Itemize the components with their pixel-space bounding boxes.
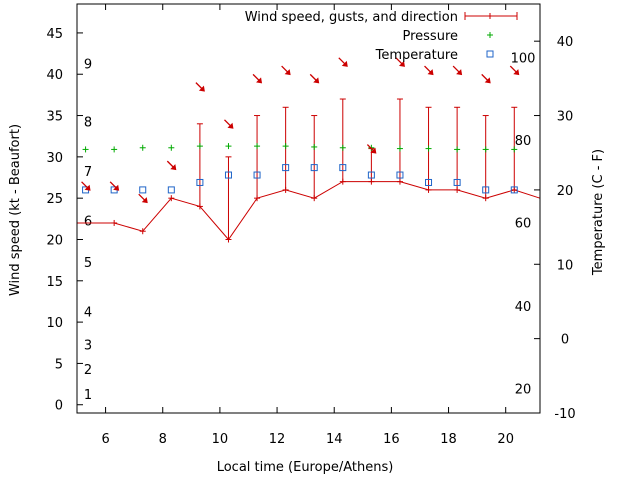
y-axis-left-label: Wind speed (kt - Beaufort) [8, 124, 23, 296]
y-left-tick-label: 35 [46, 110, 63, 125]
wind-direction-arrowhead [341, 60, 348, 67]
beaufort-label: 6 [84, 214, 92, 229]
x-tick-label: 18 [440, 432, 457, 447]
beaufort-label: 1 [84, 388, 92, 403]
beaufort-label: 7 [84, 165, 92, 180]
beaufort-label: 8 [84, 115, 92, 130]
y-right-tick-label: 10 [557, 258, 574, 273]
y-right-tick-label: -10 [554, 407, 575, 422]
beaufort-scale-labels: 1 2 3 4 5 6 7 8 9 [84, 57, 92, 403]
wind-direction-arrowhead [198, 85, 205, 92]
wind-direction-arrowhead [370, 147, 377, 154]
y-right-tick-label: 20 [557, 184, 574, 199]
tick-marks [77, 4, 540, 414]
plot-frame [76, 3, 541, 414]
y-right-tick-labels: -10 0 10 20 30 40 [554, 35, 575, 422]
y-left-tick-label: 30 [46, 151, 63, 166]
wind-direction-arrowhead [456, 69, 463, 76]
x-tick-label: 8 [159, 432, 167, 447]
wind-direction-arrowhead [513, 69, 520, 76]
wind-direction-arrowhead [398, 60, 405, 67]
x-tick-labels: 6 8 10 12 14 16 18 20 [101, 432, 514, 447]
wind-direction-arrowhead [170, 164, 177, 171]
wind-direction-arrowhead [227, 122, 234, 129]
temperature-point [196, 178, 204, 186]
y-right-tick-label: 40 [557, 35, 574, 50]
y-left-tick-label: 45 [46, 27, 63, 42]
temperature-point [482, 186, 490, 194]
beaufort-label: 5 [84, 256, 92, 271]
temperature-point [310, 164, 318, 172]
y-left-tick-labels: 0 5 10 15 20 25 30 35 40 45 [46, 27, 63, 414]
fahrenheit-label: 60 [515, 217, 532, 232]
legend-label: Temperature [375, 48, 458, 63]
x-tick-label: 16 [383, 432, 400, 447]
temperature-point [510, 186, 518, 194]
temperature-point [453, 178, 461, 186]
x-axis-label: Local time (Europe/Athens) [217, 460, 394, 475]
x-tick-label: 14 [326, 432, 343, 447]
legend-label: Wind speed, gusts, and direction [245, 10, 458, 25]
x-tick-label: 20 [497, 432, 514, 447]
temperature-point [367, 171, 375, 179]
beaufort-label: 3 [84, 338, 92, 353]
wind-direction-arrowhead [484, 77, 491, 84]
legend-swatch-temperature [486, 50, 494, 58]
x-tick-label: 6 [101, 432, 109, 447]
temperature-point [396, 171, 404, 179]
wind-direction-arrowhead [313, 77, 320, 84]
y-right-tick-label: 0 [561, 333, 569, 348]
temperature-point [425, 178, 433, 186]
y-right-tick-label: 30 [557, 110, 574, 125]
wind-direction-arrowhead [141, 197, 148, 204]
wind-direction-arrowhead [84, 184, 91, 191]
y-left-tick-label: 0 [55, 399, 63, 414]
y-axis-right-label: Temperature (C - F) [591, 149, 606, 276]
temperature-point [339, 164, 347, 172]
temperature-point [139, 186, 147, 194]
beaufort-label: 9 [84, 57, 92, 72]
y-left-tick-label: 25 [46, 192, 63, 207]
legend-label: Pressure [402, 29, 458, 44]
legend: Wind speed, gusts, and direction Pressure… [245, 10, 518, 63]
plot-area [77, 57, 541, 243]
wind-direction-arrowhead [256, 77, 263, 84]
y-left-tick-label: 10 [46, 316, 63, 331]
wind-speed-line [77, 181, 541, 241]
x-tick-label: 12 [269, 432, 286, 447]
y-left-tick-label: 5 [55, 357, 63, 372]
fahrenheit-scale-labels: 20 40 60 80 100 [511, 52, 536, 398]
wind-direction-arrowhead [113, 184, 120, 191]
fahrenheit-label: 40 [515, 300, 532, 315]
x-tick-label: 10 [212, 432, 229, 447]
y-left-tick-label: 20 [46, 233, 63, 248]
fahrenheit-label: 20 [515, 382, 532, 397]
fahrenheit-label: 80 [515, 134, 532, 149]
temperature-point [282, 164, 290, 172]
beaufort-label: 4 [84, 305, 92, 320]
temperature-point [253, 171, 261, 179]
temperature-point [167, 186, 175, 194]
wind-direction-arrowhead [427, 69, 434, 76]
beaufort-label: 2 [84, 363, 92, 378]
fahrenheit-label: 100 [511, 52, 536, 67]
y-left-tick-label: 15 [46, 275, 63, 290]
temperature-point [224, 171, 232, 179]
wind-direction-arrowhead [284, 69, 291, 76]
y-left-tick-label: 40 [46, 68, 63, 83]
